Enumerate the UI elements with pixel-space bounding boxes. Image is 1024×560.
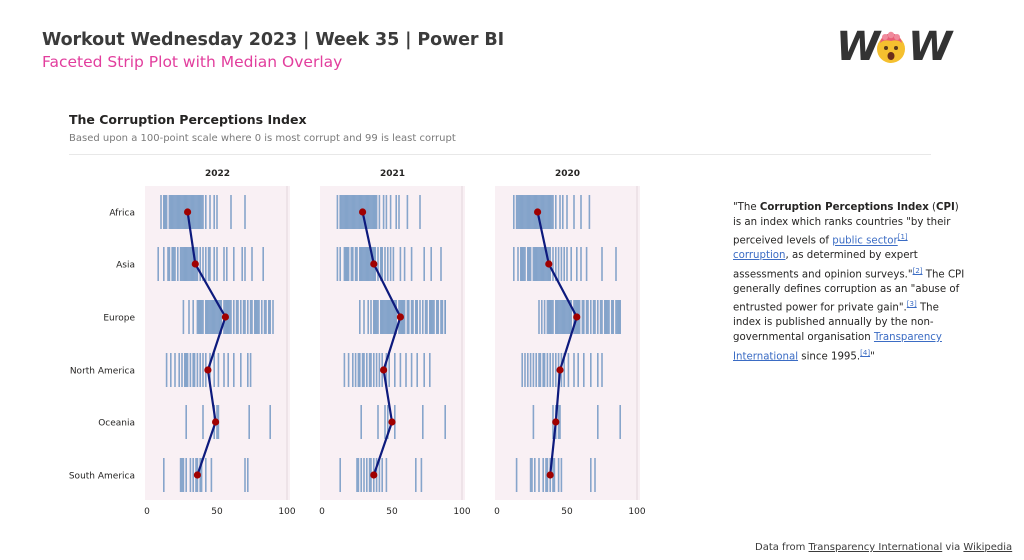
category-label: Africa <box>109 209 135 219</box>
category-label: Europe <box>103 314 135 324</box>
median-point <box>204 366 212 374</box>
median-point <box>191 260 199 268</box>
median-point <box>573 313 581 321</box>
category-label: South America <box>69 472 135 482</box>
x-tick-label: 50 <box>561 507 573 517</box>
median-point <box>545 260 553 268</box>
header-divider <box>69 154 931 155</box>
ref-4-link[interactable]: [4] <box>860 348 871 357</box>
median-point <box>193 471 201 479</box>
x-tick-label: 0 <box>144 507 150 517</box>
median-point <box>546 471 554 479</box>
category-label: North America <box>70 367 135 377</box>
mind-blown-emoji-icon <box>877 31 905 63</box>
median-point <box>370 260 378 268</box>
median-line <box>186 211 227 476</box>
facet-title: 2020 <box>555 169 580 179</box>
median-point <box>359 208 367 216</box>
ref-2-link[interactable]: [2] <box>912 266 923 275</box>
footer-wikipedia-link[interactable]: Wikipedia <box>963 542 1013 553</box>
median-point <box>221 313 229 321</box>
median-point <box>552 418 560 426</box>
report-subtitle: Faceted Strip Plot with Median Overlay <box>42 53 343 71</box>
ref-3-link[interactable]: [3] <box>906 300 917 309</box>
facet-title: 2021 <box>380 169 405 179</box>
x-tick-label: 50 <box>211 507 223 517</box>
cpi-description: "The Corruption Perceptions Index (CPI) … <box>733 202 965 362</box>
median-point <box>380 366 388 374</box>
median-point <box>370 471 378 479</box>
public-sector-link[interactable]: public sector <box>832 235 898 247</box>
x-tick-label: 0 <box>319 507 325 517</box>
chart-subtitle: Based upon a 100-point scale where 0 is … <box>69 133 456 144</box>
logo-letter-right: W <box>908 24 953 70</box>
x-tick-label: 100 <box>628 507 645 517</box>
median-line <box>536 211 578 476</box>
logo-letter-left: W <box>836 24 881 70</box>
corruption-link[interactable]: corruption <box>733 250 786 262</box>
category-label: Asia <box>116 261 135 271</box>
median-point <box>534 208 542 216</box>
footer-transparency-link[interactable]: Transparency International <box>808 542 943 553</box>
x-tick-label: 100 <box>278 507 295 517</box>
faceted-strip-plot: Africa Asia Europe North America Oceania Sout… <box>69 169 646 517</box>
chart-title: The Corruption Perceptions Index <box>69 112 307 127</box>
median-point <box>556 366 564 374</box>
x-tick-label: 50 <box>386 507 398 517</box>
wow-logo: W W <box>836 24 952 70</box>
x-tick-label: 100 <box>453 507 470 517</box>
median-point <box>388 418 396 426</box>
median-point <box>184 208 192 216</box>
data-source-footer: Data from Transparency International via… <box>755 542 1013 553</box>
ref-1-link[interactable]: [1] <box>897 233 908 242</box>
median-line <box>361 211 402 476</box>
report-title: Workout Wednesday 2023 | Week 35 | Power… <box>42 30 505 50</box>
transparency-international-link[interactable]: Transparency International <box>733 331 942 362</box>
category-label: Oceania <box>98 419 135 429</box>
median-point <box>212 418 220 426</box>
facet-title: 2022 <box>205 169 230 179</box>
x-tick-label: 0 <box>494 507 500 517</box>
median-point <box>396 313 404 321</box>
